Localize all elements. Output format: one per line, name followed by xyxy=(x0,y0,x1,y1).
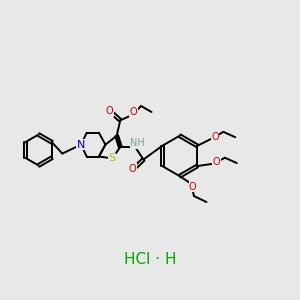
Text: HCl · H: HCl · H xyxy=(124,253,176,268)
Text: S: S xyxy=(109,153,116,163)
Text: O: O xyxy=(211,132,219,142)
Text: O: O xyxy=(129,164,136,174)
Text: O: O xyxy=(130,107,137,117)
Text: O: O xyxy=(189,182,196,192)
Text: O: O xyxy=(213,157,220,167)
Text: O: O xyxy=(106,106,113,116)
Text: N: N xyxy=(77,140,85,150)
Text: NH: NH xyxy=(130,139,145,148)
